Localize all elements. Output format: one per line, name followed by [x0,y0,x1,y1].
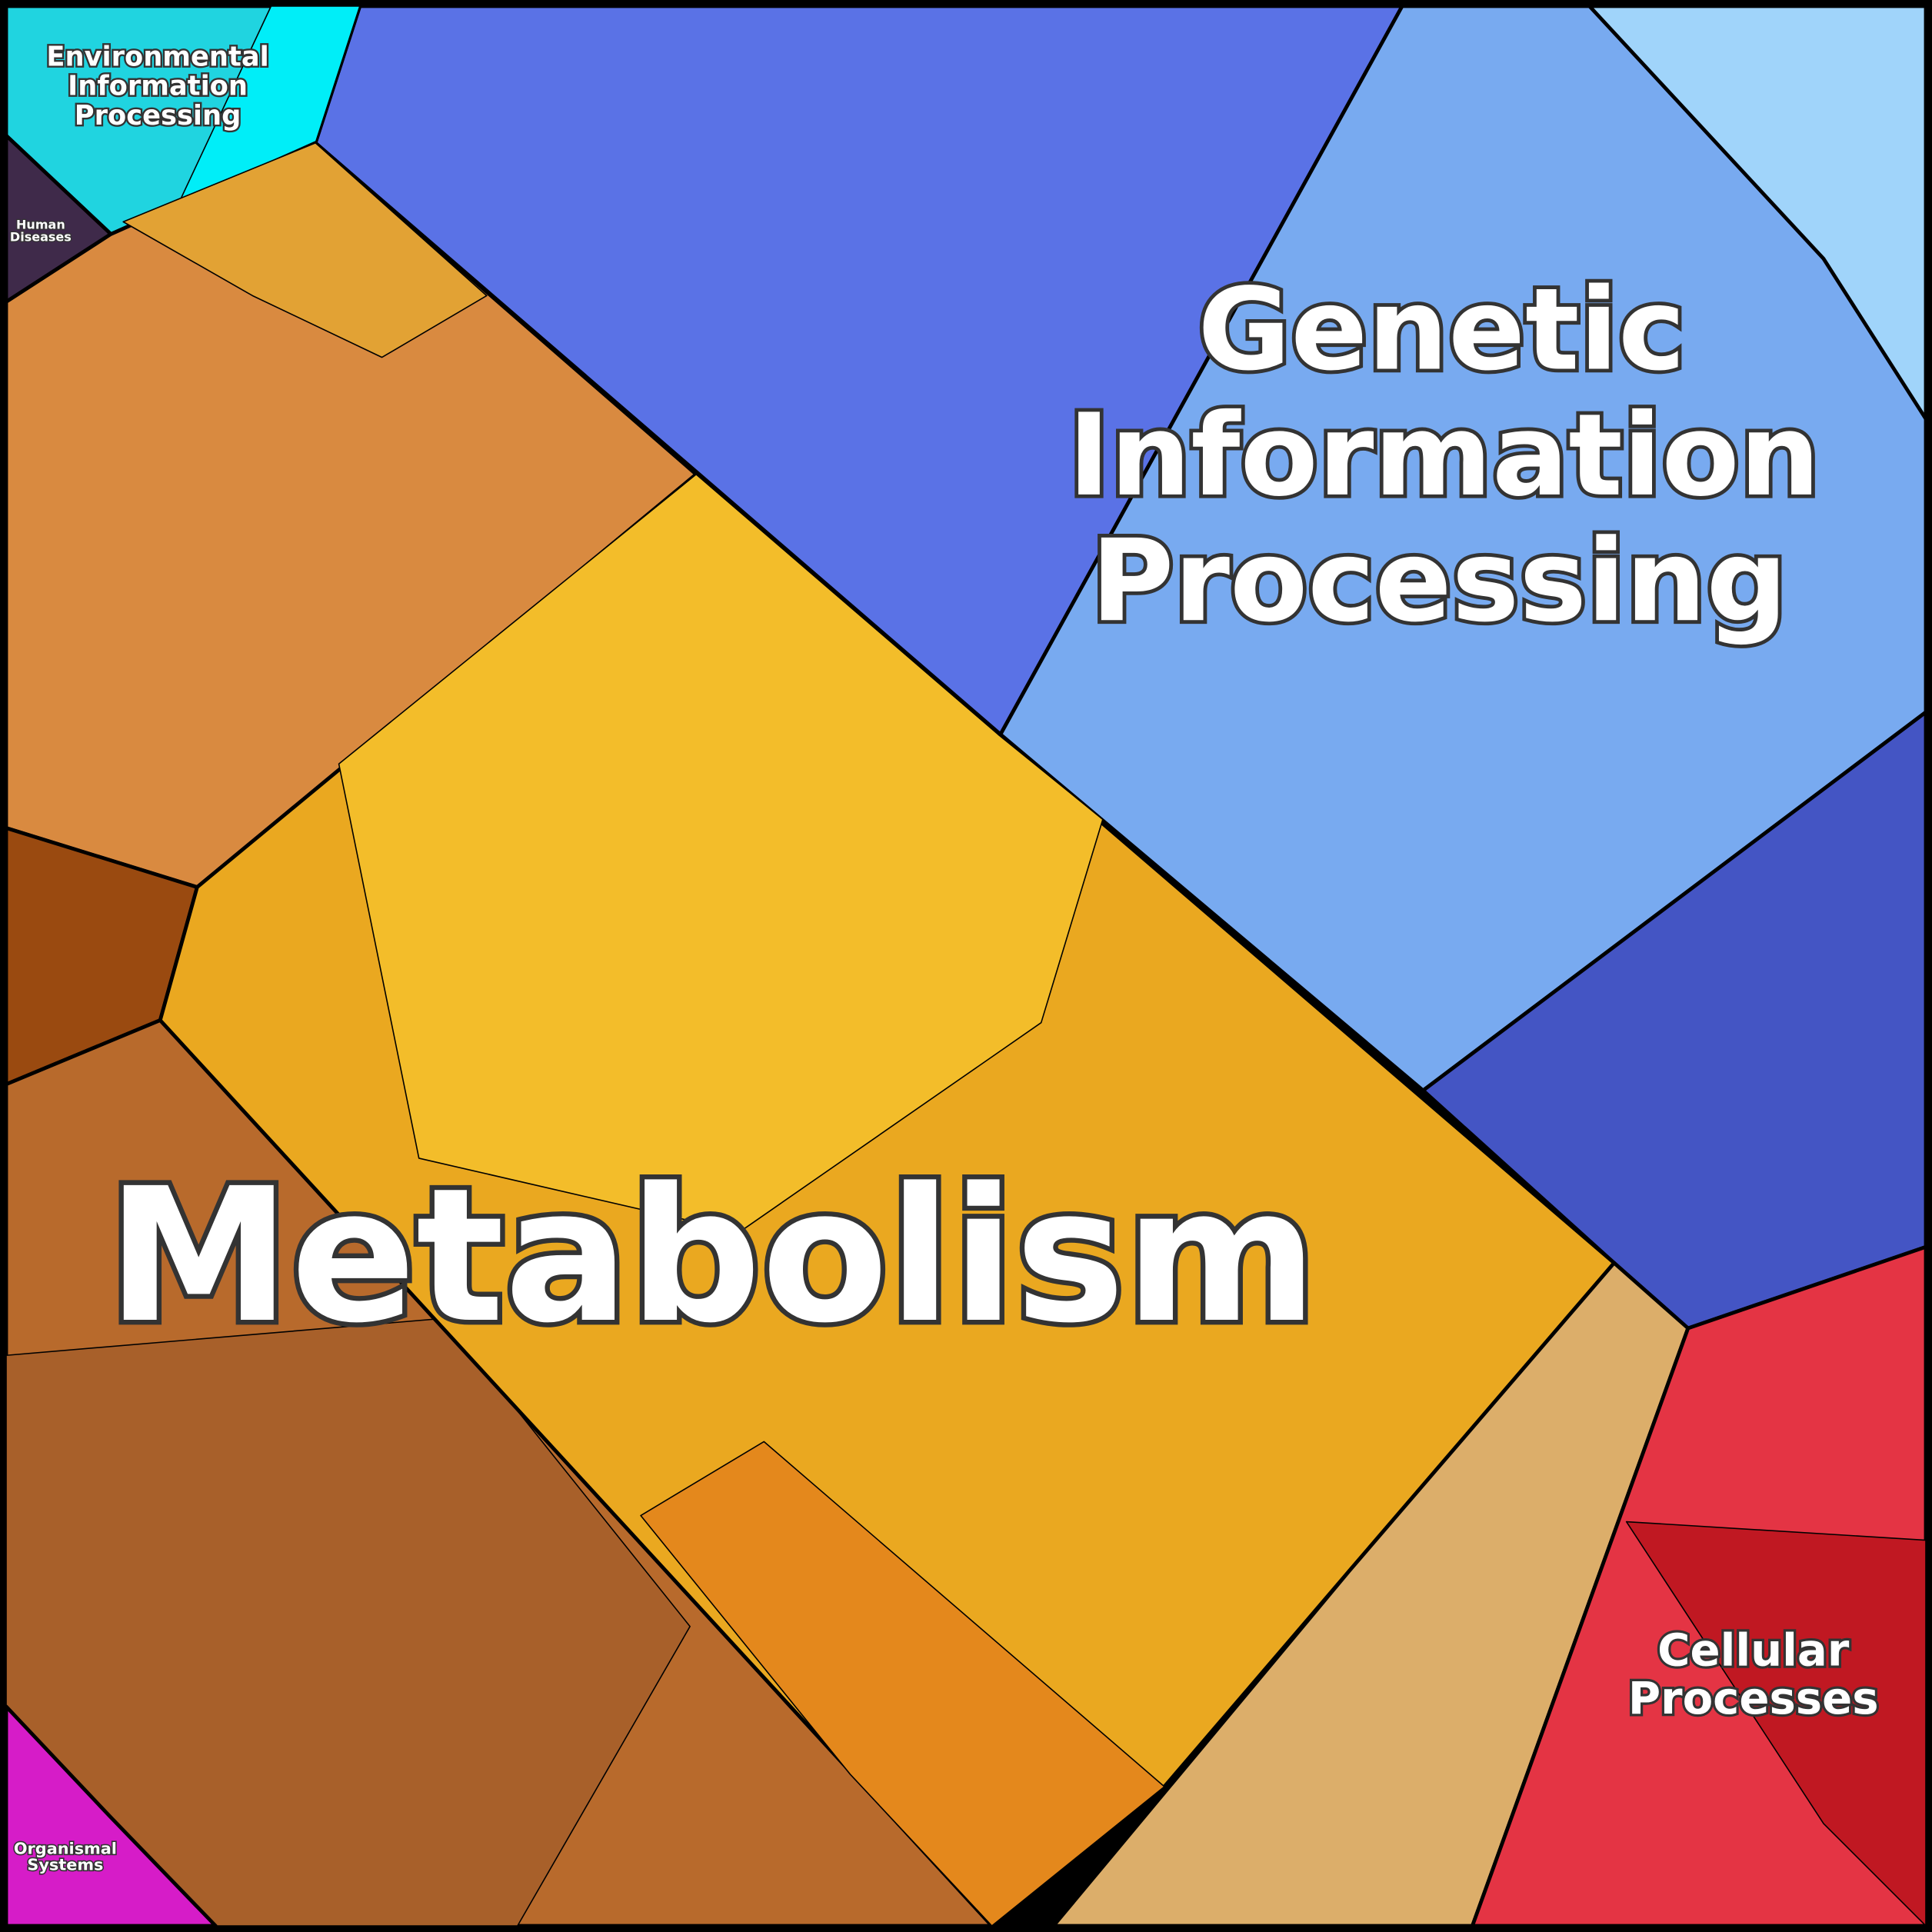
organismal-region [4,1704,218,1928]
region-label: Systems [27,1855,103,1874]
regions [4,4,1928,1928]
region-label: Human [16,218,65,232]
region-label: Processes [1628,1672,1879,1724]
region-label: Cellular [1657,1624,1850,1677]
region-label: Information [1068,389,1820,521]
region-label: Diseases [10,230,72,245]
labels: Environmental Information Processing Hum… [9,39,1881,1875]
region-label: Metabolism [107,1148,1317,1364]
region-label: Organismal [14,1840,117,1858]
region-label: Genetic [1198,263,1685,395]
region-label: Processing [1091,515,1787,647]
region-label: Processing [75,100,242,132]
cellular-cell [1625,1521,1927,1927]
metabolism-cell [338,473,1104,1233]
region-label: Information [68,71,248,102]
tan-region [1051,1261,1690,1928]
metabolism-cell [640,1441,1165,1927]
region-label: Environmental [46,41,268,72]
genetic-pale-blue [1587,4,1928,421]
metabolism-cell [122,142,488,358]
